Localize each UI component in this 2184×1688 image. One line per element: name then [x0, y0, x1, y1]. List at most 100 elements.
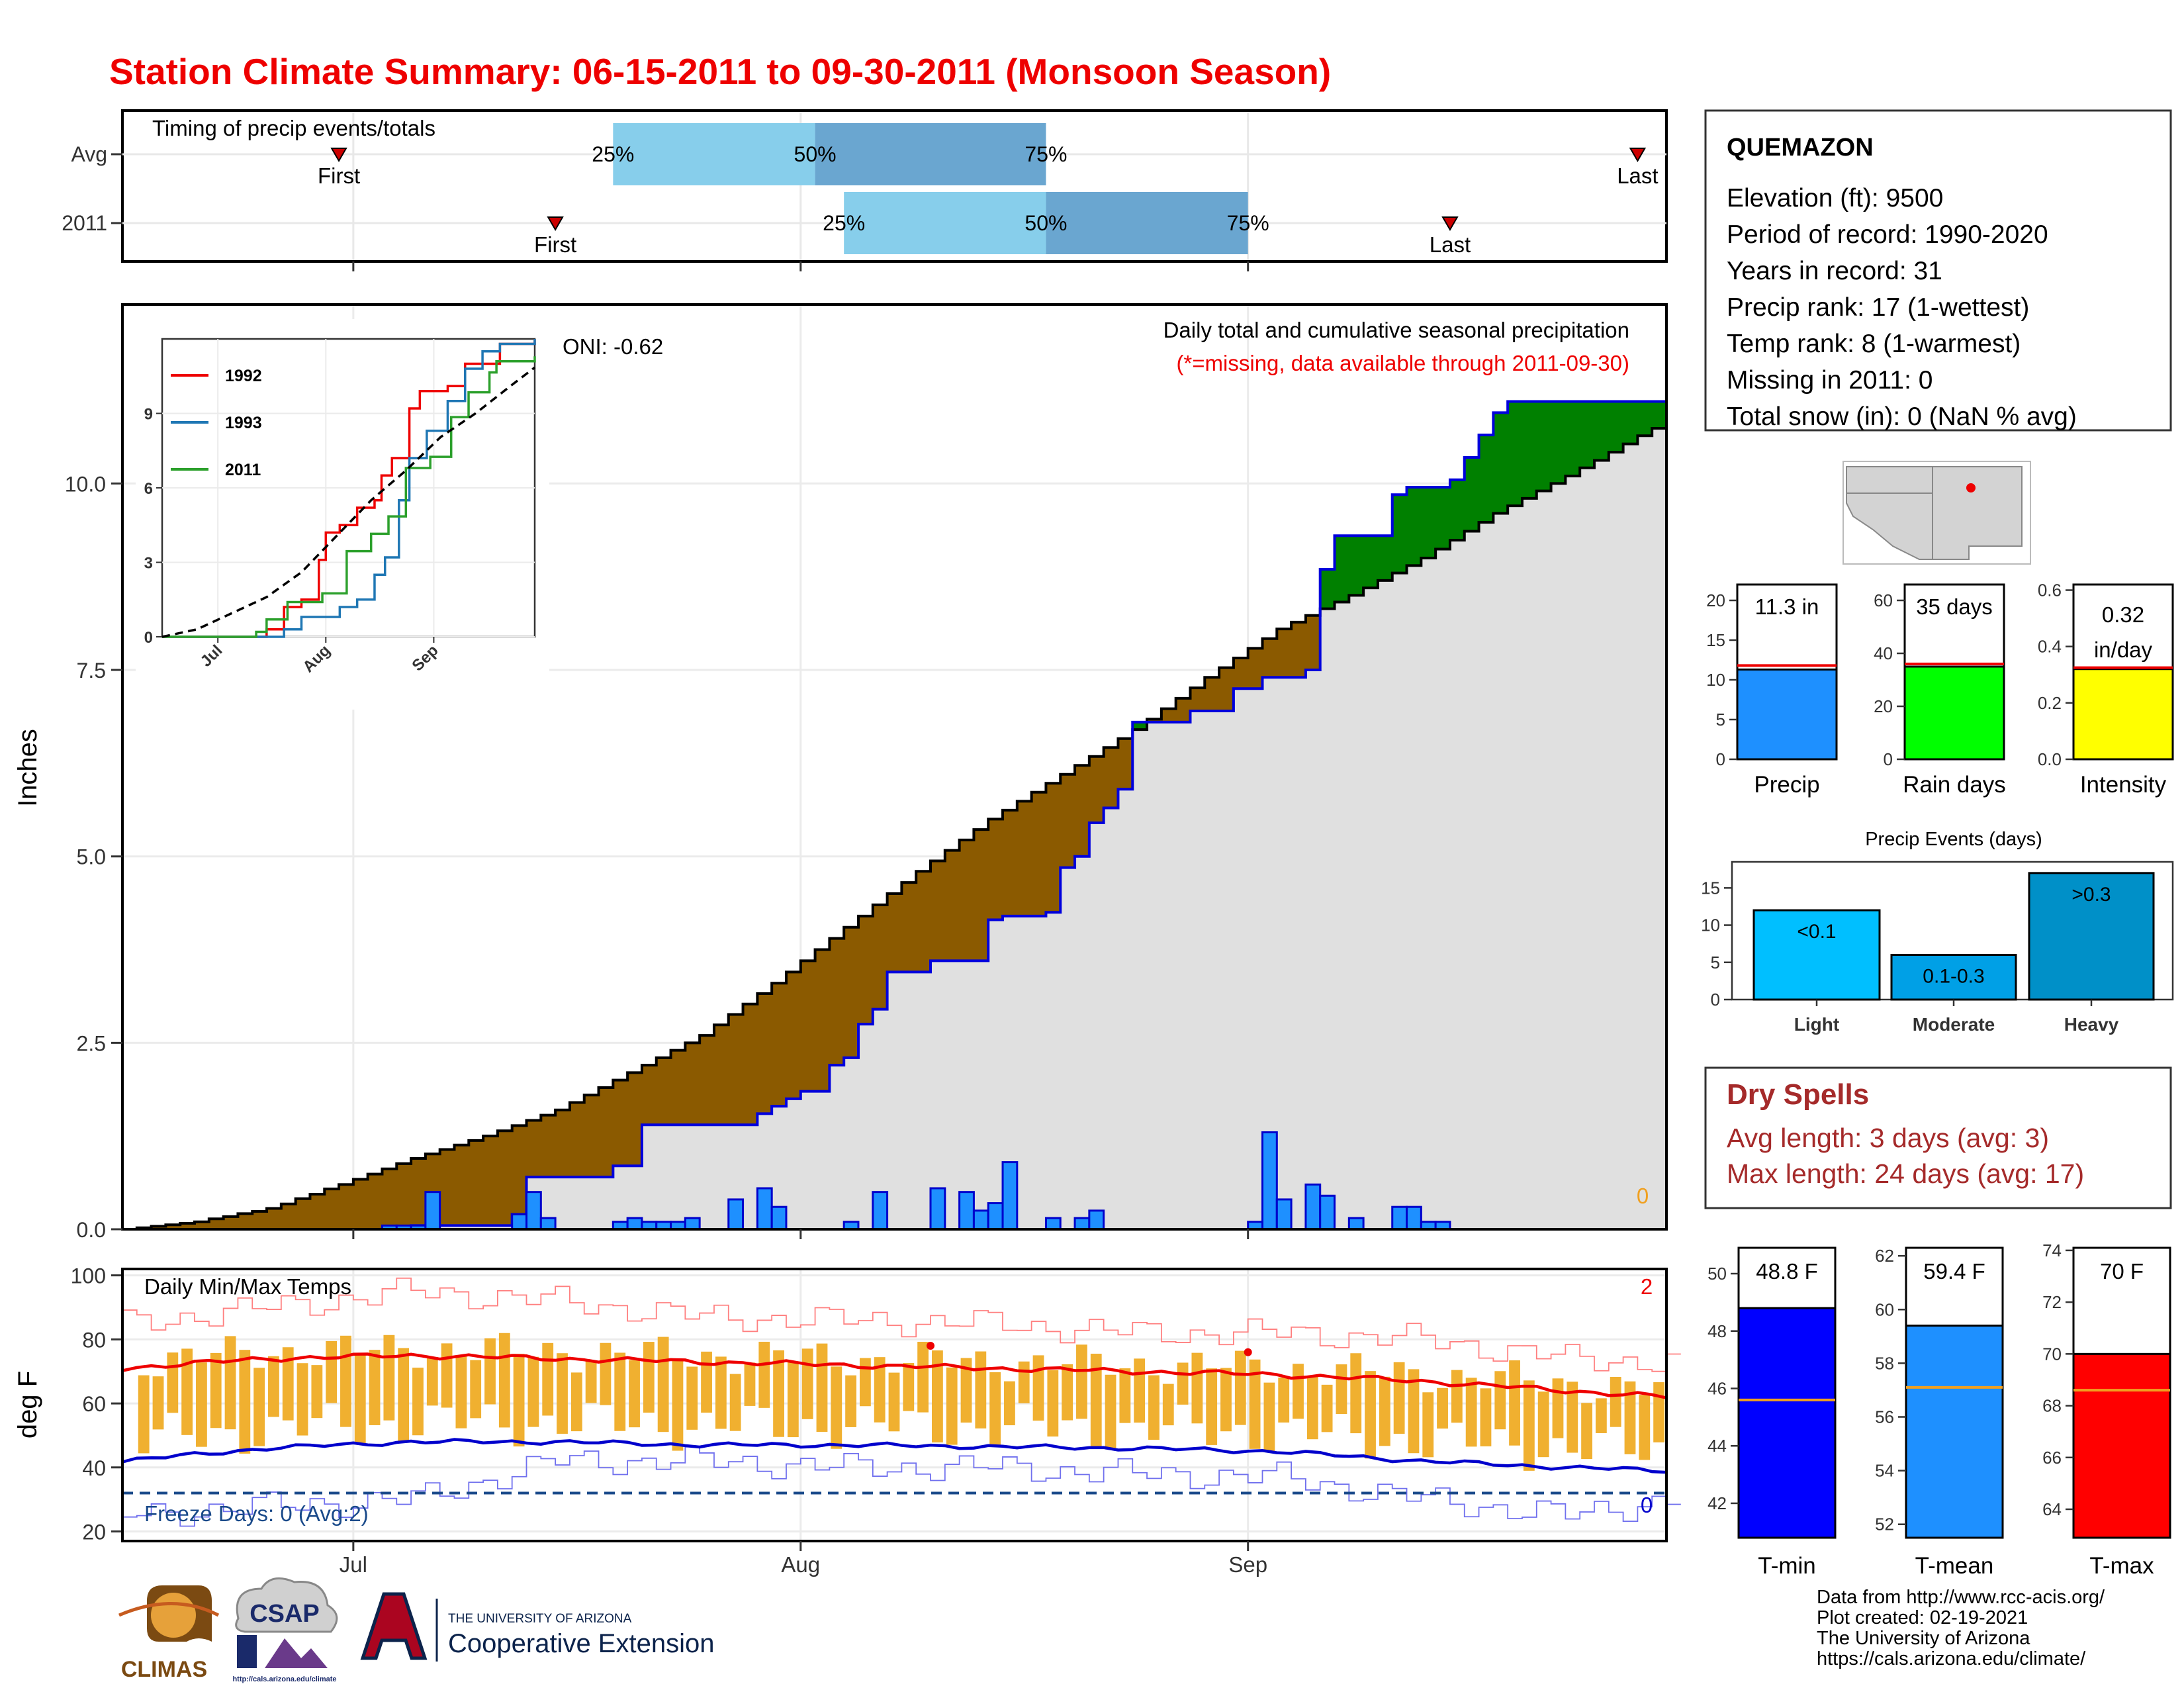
daily-temp-range-bar — [570, 1372, 582, 1432]
avg-max-temp-line — [122, 1352, 1667, 1399]
temp-summary-y-tick-label: 64 — [2042, 1499, 2062, 1519]
daily-temp-range-bar — [975, 1351, 987, 1429]
daily-temp-range-bar — [1249, 1359, 1261, 1449]
daily-temp-range-bar — [181, 1348, 193, 1435]
station-name: QUEMAZON — [1727, 134, 1874, 162]
daily-temp-range-bar — [1509, 1360, 1520, 1446]
station-info-line: Temp rank: 8 (1-warmest) — [1727, 330, 2021, 358]
daily-temp-range-bar — [1263, 1382, 1275, 1452]
quartile-25-label: 25% — [823, 211, 865, 235]
daily-temp-range-bar — [701, 1351, 712, 1413]
summary-bar-label: Precip — [1754, 772, 1819, 798]
summary-bar-y-tick-label: 0.2 — [2038, 693, 2062, 713]
daily-temp-range-bar — [845, 1375, 856, 1427]
dry-spells-box — [1704, 1066, 2172, 1209]
daily-temp-range-bar — [1004, 1381, 1015, 1426]
summary-bar-y-tick-label: 60 — [1874, 590, 1893, 610]
below-average-area — [136, 615, 1320, 1229]
daily-temp-range-bar — [1365, 1371, 1376, 1459]
quartile-25-50-bar — [844, 192, 1046, 254]
daily-temp-range-bar — [224, 1336, 236, 1430]
events-bar-label: 0.1-0.3 — [1923, 966, 1984, 988]
csap-logo-mountain — [265, 1638, 328, 1668]
daily-temp-range-bar — [1148, 1375, 1160, 1440]
summary-bar-value: 35 days — [1916, 594, 1993, 619]
inset-legend-label: 1992 — [225, 367, 262, 385]
daily-precip-bar — [929, 1187, 946, 1231]
daily-temp-range-bar — [686, 1366, 698, 1430]
summary-bar-y-tick-label: 20 — [1874, 696, 1893, 716]
daily-temp-range-bar — [1523, 1380, 1535, 1471]
summary-bar-y-tick-label: 0 — [1884, 749, 1893, 769]
temp-summary-y-tick-label: 52 — [1875, 1515, 1894, 1534]
daily-temp-range-bar — [946, 1367, 958, 1445]
daily-temp-range-bar — [629, 1360, 640, 1428]
daily-temp-range-bar — [253, 1368, 265, 1446]
daily-precip-bar — [1044, 1217, 1062, 1231]
temp-x-tick-label: Sep — [1228, 1552, 1267, 1577]
daily-temp-range-bar — [1393, 1362, 1405, 1434]
daily-temp-range-bar — [1350, 1353, 1362, 1434]
daily-temp-range-bar — [354, 1352, 366, 1444]
daily-temp-range-bar — [1032, 1355, 1044, 1421]
temp-summary-label: T-max — [2089, 1553, 2154, 1579]
daily-precip-bar — [684, 1217, 701, 1231]
daily-temp-range-bar — [455, 1356, 467, 1429]
daily-temp-range-bar — [138, 1375, 150, 1454]
temp-summary-y-tick-label: 54 — [1875, 1461, 1894, 1481]
daily-temp-range-bar — [1177, 1362, 1189, 1405]
daily-precip-bar — [756, 1187, 773, 1231]
csap-logo-url: http://cals.arizona.edu/climate — [232, 1675, 336, 1683]
record-temp-point — [1244, 1348, 1252, 1356]
temp-x-tick-label: Jul — [340, 1552, 367, 1577]
inset-series-line — [162, 356, 536, 638]
daily-temp-range-bar — [426, 1356, 438, 1406]
daily-temp-range-bar — [1047, 1370, 1059, 1437]
temp-summary-bar — [1905, 1325, 2004, 1539]
summary-bar-value: 0.32 — [2102, 602, 2144, 627]
events-bar — [1752, 909, 1881, 1001]
daily-temp-range-bar — [282, 1347, 294, 1421]
quartile-25-label: 25% — [592, 142, 634, 166]
daily-precip-bar — [1304, 1183, 1322, 1231]
daily-precip-bar — [987, 1202, 1004, 1231]
ua-logo-line1: THE UNIVERSITY OF ARIZONA — [448, 1612, 632, 1626]
daily-temp-range-bar — [773, 1350, 784, 1437]
credit-line: The University of Arizona — [1817, 1628, 2030, 1649]
temp-y-tick-label: 60 — [82, 1392, 106, 1416]
daily-temp-range-bar — [585, 1361, 597, 1403]
ua-logo-a — [360, 1592, 428, 1660]
summary-bar-value: 11.3 in — [1755, 594, 1819, 619]
daily-temp-range-bar — [326, 1340, 338, 1403]
daily-temp-range-bar — [527, 1356, 539, 1427]
above-average-area — [1132, 401, 1666, 730]
daily-temp-range-bar — [1234, 1350, 1246, 1425]
oni-label: ONI: -0.62 — [563, 334, 663, 359]
temp-y-tick-label: 80 — [82, 1328, 106, 1352]
summary-bar-y-tick-label: 0.6 — [2038, 581, 2062, 600]
daily-temp-range-bar — [1220, 1368, 1232, 1432]
record-min-line — [122, 1446, 1681, 1527]
timing-row-label: Avg — [71, 142, 107, 166]
average-cumulative-line — [122, 420, 1668, 1231]
summary-bar-label: Rain days — [1903, 772, 2006, 798]
daily-temp-range-bar — [542, 1342, 554, 1416]
precip-y-axis-label: Inches — [13, 729, 42, 807]
temp-summary-y-tick-label: 60 — [1875, 1299, 1894, 1319]
precip-y-tick-label: 5.0 — [77, 845, 106, 869]
first-event-label: First — [318, 164, 360, 188]
daily-temp-range-bar — [1134, 1358, 1146, 1423]
credit-line: Data from http://www.rcc-acis.org/ — [1817, 1587, 2105, 1608]
daily-temp-range-bar — [715, 1356, 727, 1429]
daily-temp-range-bar — [672, 1360, 684, 1451]
daily-temp-range-bar — [1321, 1384, 1333, 1432]
last-event-label: Last — [1617, 164, 1658, 188]
inset-series-line — [162, 339, 536, 638]
daily-temp-range-bar — [1581, 1403, 1592, 1460]
temp-summary-y-tick-label: 68 — [2042, 1396, 2062, 1416]
temp-summary-y-tick-label: 56 — [1875, 1407, 1894, 1427]
temp-summary-y-tick-label: 42 — [1707, 1493, 1727, 1513]
freeze-days-label: Freeze Days: 0 (Avg:2) — [144, 1501, 369, 1526]
daily-temp-range-bar — [1610, 1376, 1621, 1427]
temp-summary-y-tick-label: 46 — [1707, 1378, 1727, 1398]
